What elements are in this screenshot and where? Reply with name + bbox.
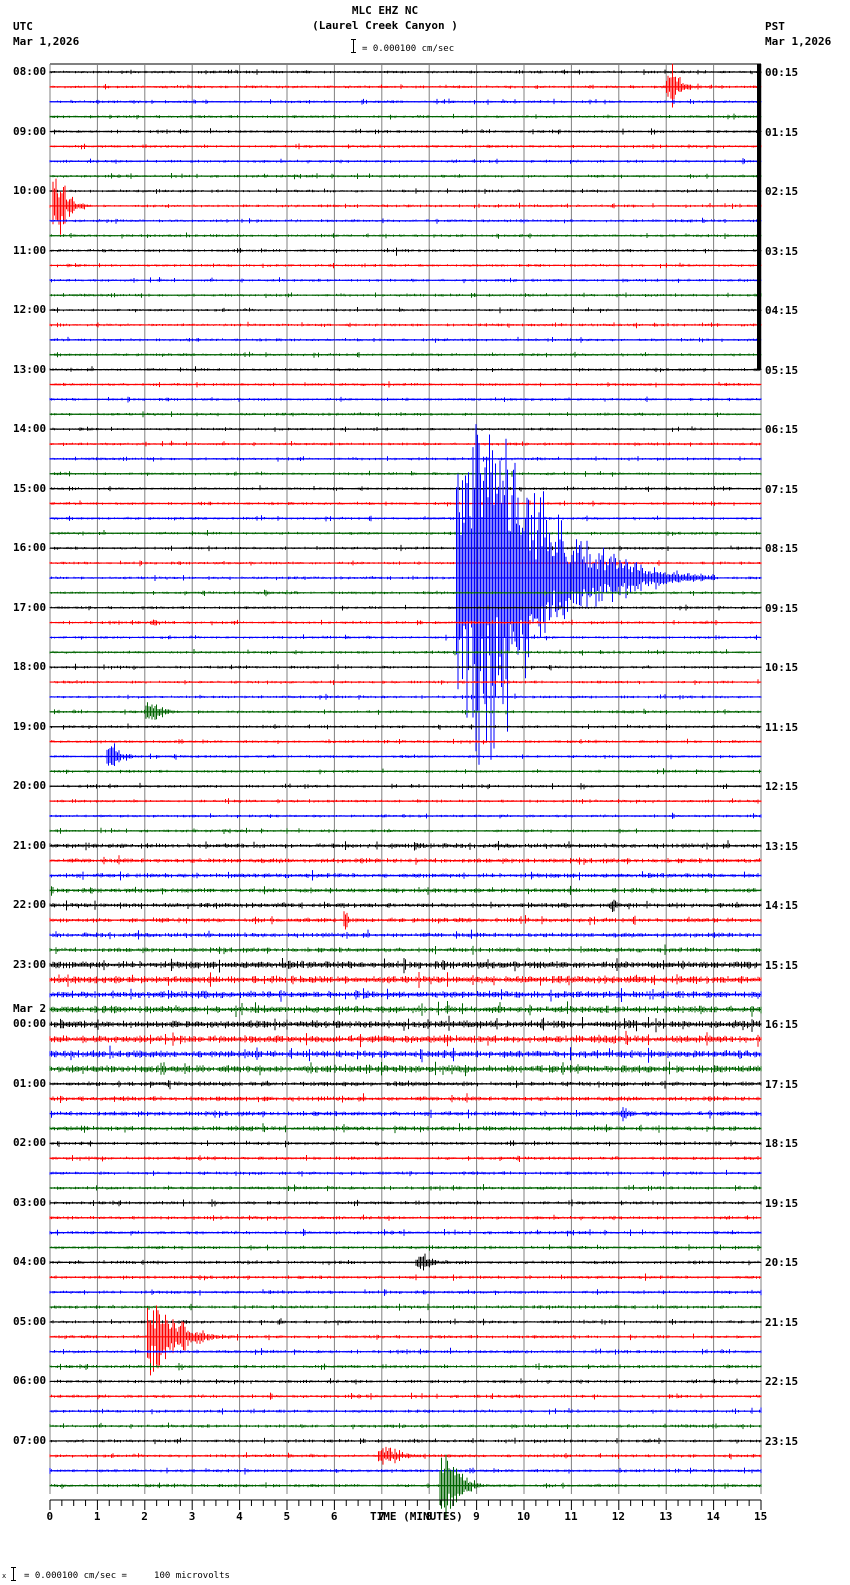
- utc-hour-label: 15:00: [13, 481, 47, 495]
- utc-hour-label: 03:00: [13, 1195, 47, 1209]
- pst-hour-label: 05:15: [765, 363, 799, 377]
- x-tick-label: 1: [93, 1510, 101, 1523]
- pst-hour-label: 04:15: [765, 304, 799, 318]
- pst-hour-label: 02:15: [765, 185, 799, 199]
- grid-lines: [49, 63, 762, 1494]
- utc-hour-label: 17:00: [13, 600, 47, 614]
- pst-hour-label: 13:15: [765, 839, 799, 853]
- pst-hour-label: 03:15: [765, 244, 799, 258]
- left-date: Mar 1,2026: [13, 35, 80, 48]
- pst-hour-label: 17:15: [765, 1077, 799, 1091]
- pst-hour-label: 19:15: [765, 1196, 799, 1210]
- pst-hour-label: 10:15: [765, 661, 799, 675]
- x-tick-label: 3: [188, 1510, 196, 1523]
- utc-hour-label: 13:00: [13, 362, 47, 376]
- x-tick-label: 8: [425, 1510, 433, 1523]
- pst-hour-label: 08:15: [765, 542, 799, 556]
- x-tick-label: 10: [517, 1510, 531, 1523]
- utc-hour-label: 02:00: [13, 1136, 47, 1150]
- right-timezone: PST: [765, 20, 785, 33]
- right-date: Mar 1,2026: [765, 35, 832, 48]
- x-tick-label: 11: [564, 1510, 578, 1523]
- footer-marker: x: [2, 1572, 7, 1580]
- x-tick-label: 5: [283, 1510, 291, 1523]
- pst-hour-label: 01:15: [765, 125, 799, 139]
- utc-hour-label: 16:00: [13, 541, 47, 555]
- utc-hour-label: 08:00: [13, 65, 47, 78]
- utc-hour-label: 01:00: [13, 1076, 47, 1090]
- x-tick-label: 4: [236, 1510, 243, 1523]
- utc-hour-label: 00:00: [13, 1017, 47, 1031]
- x-tick-label: 2: [141, 1510, 148, 1523]
- pst-hour-label: 15:15: [765, 958, 799, 972]
- utc-hour-label: 05:00: [13, 1314, 47, 1328]
- utc-hour-label: 21:00: [13, 838, 47, 852]
- utc-hour-label: 20:00: [13, 779, 47, 793]
- footer-scale-text: = 0.000100 cm/sec = 100 microvolts: [24, 1571, 230, 1581]
- x-tick-label: 12: [611, 1510, 626, 1523]
- pst-hour-label: 11:15: [765, 720, 799, 734]
- x-tick-label: 6: [330, 1510, 338, 1523]
- x-tick-label: 14: [706, 1510, 720, 1523]
- date-change-label: Mar 2: [13, 1002, 47, 1016]
- utc-hour-label: 06:00: [13, 1374, 47, 1388]
- utc-hour-label: 22:00: [13, 898, 47, 912]
- utc-hour-label: 14:00: [13, 422, 47, 436]
- pst-hour-label: 07:15: [765, 482, 799, 496]
- pst-hour-label: 12:15: [765, 780, 799, 794]
- pst-hour-label: 20:15: [765, 1256, 799, 1270]
- x-tick-label: 0: [46, 1510, 54, 1523]
- pst-hour-label: 06:15: [765, 423, 799, 437]
- x-tick-label: 15: [754, 1510, 768, 1523]
- seismic-traces: [49, 63, 762, 1518]
- utc-hour-label: 07:00: [13, 1433, 47, 1447]
- pst-hour-label: 14:15: [765, 899, 799, 913]
- scale-bar-icon: [351, 38, 356, 53]
- utc-hour-label: 10:00: [13, 184, 47, 198]
- utc-hour-label: 04:00: [13, 1255, 47, 1269]
- x-tick-label: 13: [659, 1510, 673, 1523]
- time-axis: [49, 1499, 762, 1510]
- utc-hour-label: 12:00: [13, 303, 47, 317]
- utc-hour-label: 18:00: [13, 660, 47, 674]
- x-tick-label: 7: [378, 1510, 385, 1523]
- station-subtitle: (Laurel Creek Canyon ): [312, 19, 458, 32]
- pst-hour-label: 21:15: [765, 1315, 799, 1329]
- utc-hour-label: 23:00: [13, 957, 47, 971]
- scale-text: = 0.000100 cm/sec: [362, 44, 455, 54]
- utc-hour-label: 11:00: [13, 243, 47, 257]
- pst-hour-label: 09:15: [765, 601, 799, 615]
- pst-hour-label: 23:15: [765, 1434, 799, 1448]
- x-axis-label: TIME (MINUTES): [370, 1510, 463, 1523]
- pst-hour-label: 00:15: [765, 66, 799, 79]
- pst-hour-label: 16:15: [765, 1018, 799, 1032]
- x-tick-label: 9: [473, 1510, 480, 1523]
- pst-hour-label: 18:15: [765, 1137, 799, 1151]
- left-timezone: UTC: [13, 20, 33, 33]
- chart-title: MLC EHZ NC: [351, 4, 419, 17]
- utc-hour-label: 19:00: [13, 719, 47, 733]
- utc-hour-label: 09:00: [13, 124, 47, 138]
- footer-scale-bar-icon: [11, 1566, 16, 1581]
- pst-hour-label: 22:15: [765, 1375, 799, 1389]
